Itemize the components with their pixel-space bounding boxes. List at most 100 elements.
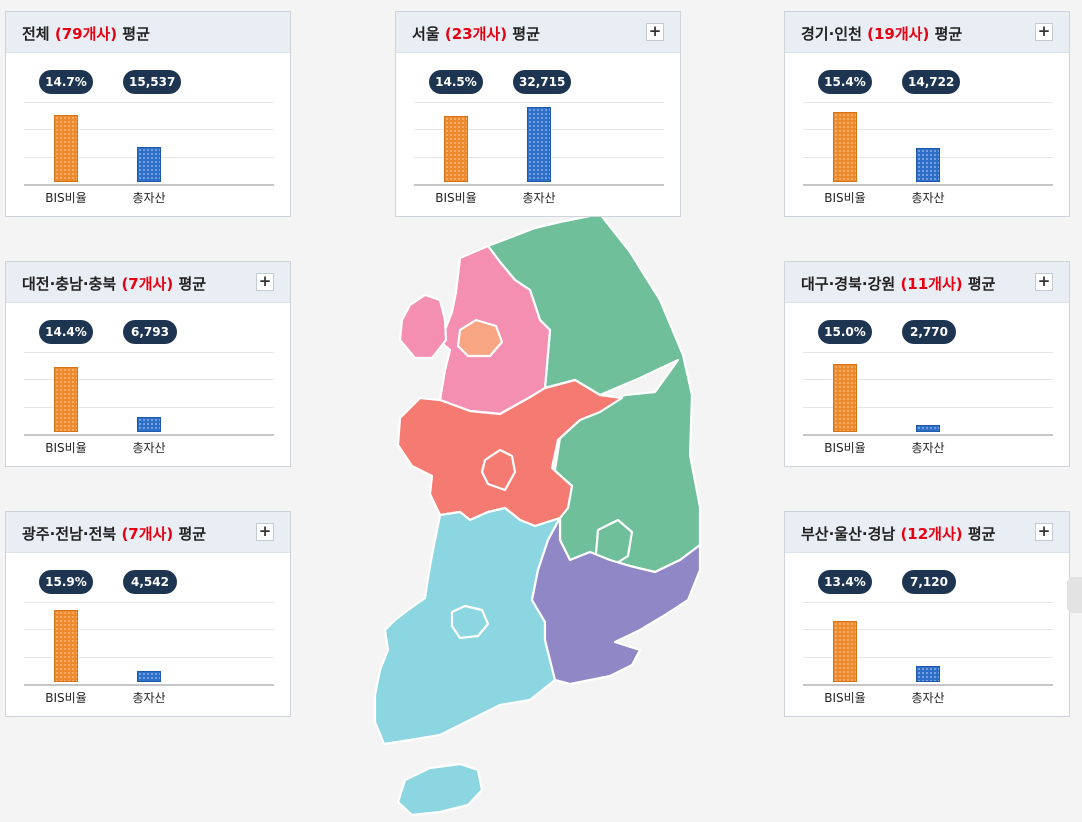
total-assets-bar (137, 147, 161, 182)
total-assets-label: 총자산 (132, 691, 166, 705)
card-header: 서울 (23개사) 평균 + (396, 12, 680, 53)
company-count: (12개사) (900, 525, 963, 543)
bis-ratio-label: BIS비율 (824, 441, 866, 455)
gridline (803, 379, 1053, 380)
total-assets-label: 총자산 (132, 191, 166, 205)
company-count: (11개사) (900, 275, 963, 293)
region-card-all: 전체 (79개사) 평균 14.7% 15,537 BIS비율 총자산 (5, 11, 291, 217)
chart-baseline (24, 434, 274, 436)
gridline (24, 129, 274, 130)
gridline (803, 129, 1053, 130)
chart-baseline (803, 184, 1053, 186)
bis-ratio-bar (833, 621, 857, 682)
chart-baseline (24, 684, 274, 686)
gridline (24, 657, 274, 658)
average-label: 평균 (967, 275, 996, 293)
expand-button[interactable]: + (256, 523, 274, 541)
korea-region-map (360, 210, 720, 822)
company-count: (19개사) (867, 25, 930, 43)
region-name: 경기·인천 (801, 25, 862, 43)
map-region-gyeongnam[interactable] (530, 516, 702, 686)
map-region-jeju[interactable] (396, 762, 484, 817)
total-assets-label: 총자산 (911, 441, 945, 455)
card-title: 대구·경북·강원 (11개사) 평균 (801, 273, 995, 294)
average-label: 평균 (122, 25, 150, 43)
bis-ratio-bar (54, 610, 78, 682)
total-assets-label: 총자산 (132, 441, 166, 455)
total-assets-badge: 32,715 (513, 70, 572, 94)
chart-baseline (803, 684, 1053, 686)
region-card-daejeon-chungnam-chungbuk: 대전·충남·충북 (7개사) 평균 + 14.4% 6,793 BIS비율 총자… (5, 261, 291, 467)
region-name: 서울 (412, 25, 440, 43)
average-label: 평균 (967, 525, 996, 543)
chart-baseline (414, 184, 664, 186)
region-card-daegu-gyeongbuk-gangwon: 대구·경북·강원 (11개사) 평균 + 15.0% 2,770 BIS비율 총… (784, 261, 1070, 467)
region-name: 광주·전남·전북 (22, 525, 117, 543)
total-assets-bar (137, 417, 161, 432)
bis-ratio-label: BIS비율 (45, 191, 87, 205)
total-assets-badge: 14,722 (902, 70, 961, 94)
company-count: (7개사) (121, 275, 174, 293)
card-title: 경기·인천 (19개사) 평균 (801, 23, 962, 44)
card-header: 대구·경북·강원 (11개사) 평균 + (785, 262, 1069, 303)
card-title: 대전·충남·충북 (7개사) 평균 (22, 273, 206, 294)
card-title: 부산·울산·경남 (12개사) 평균 (801, 523, 995, 544)
card-header: 대전·충남·충북 (7개사) 평균 + (6, 262, 290, 303)
expand-button[interactable]: + (1035, 523, 1053, 541)
map-region-seoul[interactable] (456, 318, 504, 358)
total-assets-bar (916, 148, 940, 182)
gridline (24, 602, 274, 603)
card-header: 부산·울산·경남 (12개사) 평균 + (785, 512, 1069, 553)
map-region-chungcheong[interactable] (396, 378, 624, 528)
total-assets-badge: 15,537 (123, 70, 182, 94)
card-header: 광주·전남·전북 (7개사) 평균 + (6, 512, 290, 553)
bis-ratio-badge: 14.5% (429, 70, 483, 94)
card-header: 전체 (79개사) 평균 (6, 12, 290, 53)
bis-ratio-badge: 15.9% (39, 570, 93, 594)
bis-ratio-badge: 15.4% (818, 70, 872, 94)
map-region-gwangju[interactable] (450, 604, 490, 640)
region-name: 대전·충남·충북 (22, 275, 117, 293)
total-assets-badge: 7,120 (902, 570, 956, 594)
expand-button[interactable]: + (1035, 23, 1053, 41)
region-name: 부산·울산·경남 (801, 525, 896, 543)
region-name: 전체 (22, 25, 50, 43)
company-count: (7개사) (121, 525, 174, 543)
region-card-seoul: 서울 (23개사) 평균 + 14.5% 32,715 BIS비율 총자산 (395, 11, 681, 217)
total-assets-bar (527, 107, 551, 182)
total-assets-bar (137, 671, 161, 682)
average-label: 평균 (512, 25, 540, 43)
bis-ratio-badge: 13.4% (818, 570, 872, 594)
company-count: (79개사) (54, 25, 118, 43)
total-assets-badge: 4,542 (123, 570, 177, 594)
gridline (24, 352, 274, 353)
gridline (24, 379, 274, 380)
bis-ratio-badge: 14.7% (39, 70, 93, 94)
expand-button[interactable]: + (1035, 273, 1053, 291)
company-count: (23개사) (444, 25, 508, 43)
expand-button[interactable]: + (256, 273, 274, 291)
gridline (24, 629, 274, 630)
total-assets-badge: 6,793 (123, 320, 177, 344)
card-header: 경기·인천 (19개사) 평균 + (785, 12, 1069, 53)
map-region-daejeon[interactable] (480, 448, 517, 492)
bis-ratio-label: BIS비율 (45, 691, 87, 705)
expand-button[interactable]: + (646, 23, 664, 41)
gridline (414, 102, 664, 103)
total-assets-label: 총자산 (911, 691, 945, 705)
bis-ratio-bar (444, 116, 468, 182)
side-scroll-tab[interactable] (1067, 577, 1082, 613)
gridline (803, 407, 1053, 408)
bis-ratio-label: BIS비율 (824, 191, 866, 205)
card-title: 광주·전남·전북 (7개사) 평균 (22, 523, 206, 544)
card-title: 서울 (23개사) 평균 (412, 23, 540, 44)
gridline (24, 407, 274, 408)
gridline (803, 629, 1053, 630)
total-assets-bar (916, 425, 940, 432)
bis-ratio-bar (54, 367, 78, 432)
map-region-ganghwa[interactable] (398, 293, 448, 360)
bis-ratio-bar (54, 115, 78, 182)
average-label: 평균 (178, 525, 207, 543)
region-card-gyeonggi-incheon: 경기·인천 (19개사) 평균 + 15.4% 14,722 BIS비율 총자산 (784, 11, 1070, 217)
chart-baseline (24, 184, 274, 186)
